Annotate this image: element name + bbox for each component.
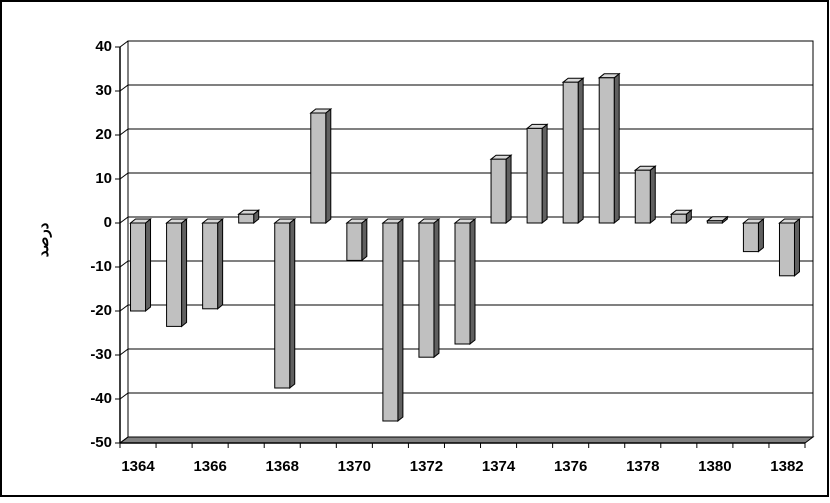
y-tick-label: 30 [95, 82, 112, 99]
bar [742, 222, 759, 253]
bar-side [217, 217, 224, 310]
bar [130, 222, 147, 312]
x-tick-label: 1374 [482, 458, 516, 475]
bar-side [325, 107, 332, 225]
bar [454, 222, 471, 345]
bar [778, 222, 795, 277]
bar [562, 81, 579, 224]
y-tick-label: -20 [90, 302, 112, 319]
y-tick-label: -10 [90, 258, 112, 275]
bar [202, 222, 219, 310]
bar-side [577, 77, 584, 225]
bar [274, 222, 291, 389]
y-tick-connector [119, 260, 129, 268]
bar [166, 222, 183, 327]
y-axis-label: درصد [35, 222, 52, 257]
x-tick-label: 1366 [193, 458, 226, 475]
y-tick-label: -30 [90, 346, 112, 363]
y-tick-connector [119, 40, 129, 48]
floor [118, 436, 815, 444]
bar-side [541, 123, 548, 225]
y-tick-label: 0 [104, 214, 112, 231]
y-tick-connector [119, 172, 129, 180]
y-tick-connector [119, 304, 129, 312]
bar [634, 169, 651, 224]
x-tick-label: 1368 [266, 458, 299, 475]
bar-side [757, 217, 764, 253]
x-tick-label: 1372 [410, 458, 443, 475]
bar [706, 220, 723, 224]
y-tick-connector [119, 348, 129, 356]
bar [526, 127, 543, 224]
bar [670, 213, 687, 224]
y-tick-connector [119, 216, 129, 224]
x-tick-label: 1378 [626, 458, 659, 475]
x-tick-label: 1382 [770, 458, 803, 475]
x-tick-label: 1380 [698, 458, 731, 475]
y-tick-label: 10 [95, 170, 112, 187]
y-tick-connector [119, 84, 129, 92]
bar-side [433, 217, 440, 359]
bar-side [289, 217, 296, 390]
bar-side [793, 217, 800, 277]
y-tick-label: -50 [90, 434, 112, 451]
bar-side [181, 217, 188, 328]
bar-side [649, 165, 656, 225]
y-tick-connector [119, 436, 129, 444]
y-tick-label: 20 [95, 126, 112, 143]
bar-side [613, 72, 620, 225]
x-tick-label: 1370 [338, 458, 371, 475]
bar-side [361, 217, 368, 262]
y-tick-label: -40 [90, 390, 112, 407]
bar [418, 222, 435, 358]
x-tick-label: 1376 [554, 458, 587, 475]
y-tick-connector [119, 128, 129, 136]
bar-side [145, 217, 152, 313]
bar [310, 112, 327, 224]
x-tick-label: 1364 [121, 458, 155, 475]
bar-side [505, 154, 512, 225]
bar-side [397, 217, 404, 423]
bar-side [469, 217, 476, 346]
bar [490, 158, 507, 224]
bar [346, 222, 363, 261]
y-tick-label: 40 [95, 38, 112, 55]
bar [382, 222, 399, 422]
bar [598, 77, 615, 224]
y-tick-connector [119, 392, 129, 400]
bar [238, 213, 255, 224]
